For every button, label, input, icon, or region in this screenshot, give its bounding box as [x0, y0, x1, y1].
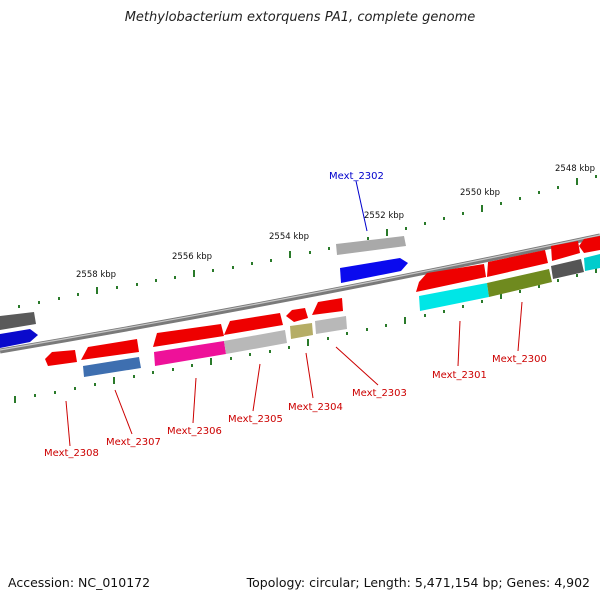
- gene-feature[interactable]: [154, 341, 226, 366]
- genome-summary-text: Topology: circular; Length: 5,471,154 bp…: [246, 575, 590, 590]
- gene-feature[interactable]: [416, 264, 486, 292]
- gene-feature[interactable]: [153, 324, 224, 347]
- gene-feature[interactable]: [0, 329, 38, 348]
- label-connector: [114, 389, 133, 435]
- gene-label-mext-2308[interactable]: Mext_2308: [44, 448, 99, 459]
- gene-feature[interactable]: [224, 313, 283, 335]
- scale-label-2554: 2554 kbp: [269, 232, 309, 242]
- label-connector: [335, 346, 379, 386]
- label-connector: [192, 377, 197, 424]
- gene-feature[interactable]: [45, 350, 77, 366]
- gene-feature[interactable]: [312, 298, 343, 315]
- scale-label-2548: 2548 kbp: [555, 164, 595, 174]
- scale-ticks-outer: [18, 175, 597, 308]
- gene-label-mext-2300[interactable]: Mext_2300: [492, 354, 547, 365]
- label-connector: [65, 400, 71, 447]
- scale-label-2558: 2558 kbp: [76, 270, 116, 280]
- gene-feature[interactable]: [315, 316, 347, 334]
- gene-feature[interactable]: [336, 236, 406, 255]
- gene-label-mext-2307[interactable]: Mext_2307: [106, 437, 161, 448]
- gene-feature[interactable]: [83, 357, 141, 377]
- gene-feature[interactable]: [286, 308, 308, 322]
- scale-ticks-inner: [14, 266, 597, 403]
- gene-feature[interactable]: [487, 269, 552, 297]
- gene-label-mext-2306[interactable]: Mext_2306: [167, 426, 222, 437]
- gene-feature[interactable]: [584, 254, 600, 271]
- gene-feature[interactable]: [487, 250, 548, 277]
- gene-feature[interactable]: [340, 258, 408, 283]
- scale-label-2552: 2552 kbp: [364, 211, 404, 221]
- gene-feature[interactable]: [579, 236, 600, 253]
- scale-label-2550: 2550 kbp: [460, 188, 500, 198]
- scale-label-2556: 2556 kbp: [172, 252, 212, 262]
- accession-text: Accession: NC_010172: [8, 575, 151, 590]
- gene-label-mext-2303[interactable]: Mext_2303: [352, 388, 407, 399]
- gene-label-mext-2305[interactable]: Mext_2305: [228, 414, 283, 425]
- label-connector: [305, 352, 314, 399]
- gene-feature[interactable]: [81, 339, 139, 360]
- genome-backbone: [0, 233, 600, 354]
- gene-label-mext-2301[interactable]: Mext_2301: [432, 370, 487, 381]
- gene-track-outer: [0, 236, 600, 348]
- gene-feature[interactable]: [419, 283, 489, 311]
- gene-label-mext-2304[interactable]: Mext_2304: [288, 402, 343, 413]
- gene-feature[interactable]: [551, 241, 580, 261]
- gene-track-inner: [45, 298, 347, 377]
- gene-label-mext-2302[interactable]: Mext_2302: [329, 171, 384, 182]
- label-connector: [355, 180, 368, 232]
- gene-feature[interactable]: [290, 323, 313, 339]
- label-connector: [517, 301, 523, 352]
- gene-feature[interactable]: [551, 259, 584, 279]
- page-title: Methylobacterium extorquens PA1, complet…: [124, 10, 476, 25]
- label-connector: [252, 363, 261, 412]
- gene-feature[interactable]: [224, 330, 287, 354]
- gene-feature[interactable]: [0, 312, 36, 330]
- label-connector: [457, 320, 461, 367]
